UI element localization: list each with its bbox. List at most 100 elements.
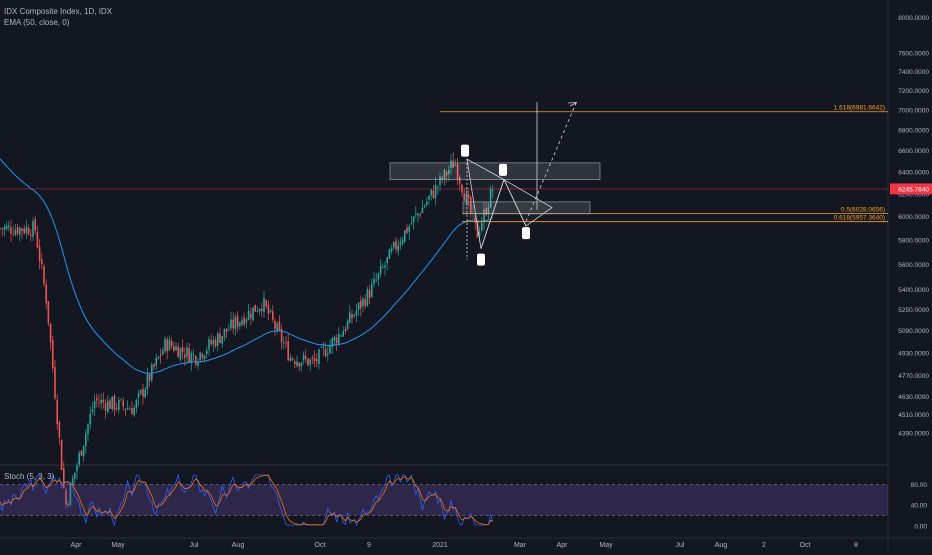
candle-down [456, 164, 459, 180]
candle-up [87, 424, 89, 434]
candle-up [241, 320, 243, 325]
current-price-tag [890, 183, 932, 195]
candle-down [56, 399, 58, 425]
candle-up [82, 445, 85, 457]
candle-down [148, 373, 151, 381]
candle-up [377, 273, 380, 280]
candle-up [5, 225, 8, 229]
time-axis-label: 9 [367, 542, 371, 549]
candle-up [415, 213, 417, 216]
price-axis-label: 7400.0000 [898, 69, 929, 76]
candle-down [142, 388, 144, 397]
candle-down [173, 346, 175, 352]
candle-up [355, 310, 358, 316]
candle-up [412, 216, 415, 223]
candle-up [206, 350, 208, 354]
price-axis-label: 5400.0000 [898, 287, 929, 294]
candle-up [151, 364, 153, 380]
candle-up [126, 407, 129, 410]
candle-down [485, 207, 487, 215]
candle-down [351, 314, 353, 319]
candle-down [159, 354, 162, 357]
time-axis-label: Jul [676, 542, 685, 549]
candle-down [45, 284, 47, 304]
candles[interactable] [0, 152, 494, 509]
candle-down [36, 232, 39, 248]
candle-up [478, 232, 481, 237]
candle-down [0, 228, 1, 229]
candle-down [313, 357, 316, 362]
candle-up [168, 339, 171, 351]
ema-line[interactable] [0, 158, 494, 374]
candle-up [221, 336, 223, 344]
candle-up [192, 354, 195, 356]
support-zone [462, 201, 591, 215]
candle-down [21, 228, 23, 231]
candle-down [34, 219, 36, 231]
candle-up [309, 359, 311, 365]
candle-up [388, 249, 391, 259]
candle-down [60, 439, 63, 471]
time-axis-label: 8 [854, 542, 858, 549]
stoch-panel[interactable] [0, 473, 888, 527]
candle-up [366, 289, 369, 306]
candle-up [443, 169, 446, 180]
candle-down [210, 340, 212, 345]
candle-up [357, 302, 360, 310]
candle-up [333, 336, 336, 341]
time-axis-label: Mar [514, 542, 527, 549]
candle-up [437, 186, 439, 188]
candle-up [135, 400, 138, 408]
candle-down [54, 367, 56, 399]
candle-down [113, 395, 116, 410]
candle-up [91, 409, 94, 412]
candle-up [263, 297, 265, 313]
stoch-axis-label: 80.00 [911, 482, 928, 489]
fib-level-label: 0.618(5957.3640) [834, 215, 885, 222]
time-axis-label: 2021 [432, 542, 448, 549]
candle-up [74, 472, 76, 479]
candle-down [307, 358, 309, 366]
resistance-zone [389, 162, 601, 180]
price-axis-label: 6600.0000 [898, 148, 929, 155]
candle-down [219, 333, 221, 343]
candle-down [285, 341, 287, 343]
time-axis-label: Aug [232, 542, 245, 549]
candle-down [272, 311, 274, 320]
candle-up [107, 400, 109, 413]
candle-down [58, 422, 61, 438]
candle-down [188, 348, 190, 363]
candle-down [236, 315, 239, 328]
candle-down [305, 356, 307, 359]
drawings[interactable]: 1.618(6981.6642) 0.5(6028.0656) 0.618(5957… [0, 102, 888, 266]
candle-up [483, 209, 485, 222]
candle-up [342, 331, 344, 337]
price-axis-label: 5800.0000 [898, 238, 929, 245]
candle-up [408, 226, 410, 232]
candle-up [448, 169, 450, 174]
candle-up [481, 223, 483, 231]
candle-down [80, 450, 83, 456]
candle-up [276, 323, 278, 332]
candle-down [324, 348, 327, 357]
candle-up [421, 207, 424, 214]
candle-up [430, 189, 432, 196]
candle-up [397, 245, 399, 252]
candle-up [223, 328, 226, 337]
candle-down [335, 337, 338, 344]
candle-up [340, 335, 342, 337]
price-axis-label: 8000.0000 [898, 15, 929, 22]
candle-up [32, 220, 34, 237]
candle-down [267, 304, 270, 314]
candle-up [245, 319, 248, 323]
candle-up [399, 242, 402, 246]
candle-down [311, 357, 314, 359]
candle-up [417, 213, 419, 216]
candle-up [217, 333, 219, 346]
candle-up [93, 400, 96, 409]
candle-up [118, 399, 120, 410]
fib-level-label: 1.618(6981.6642) [834, 105, 885, 112]
